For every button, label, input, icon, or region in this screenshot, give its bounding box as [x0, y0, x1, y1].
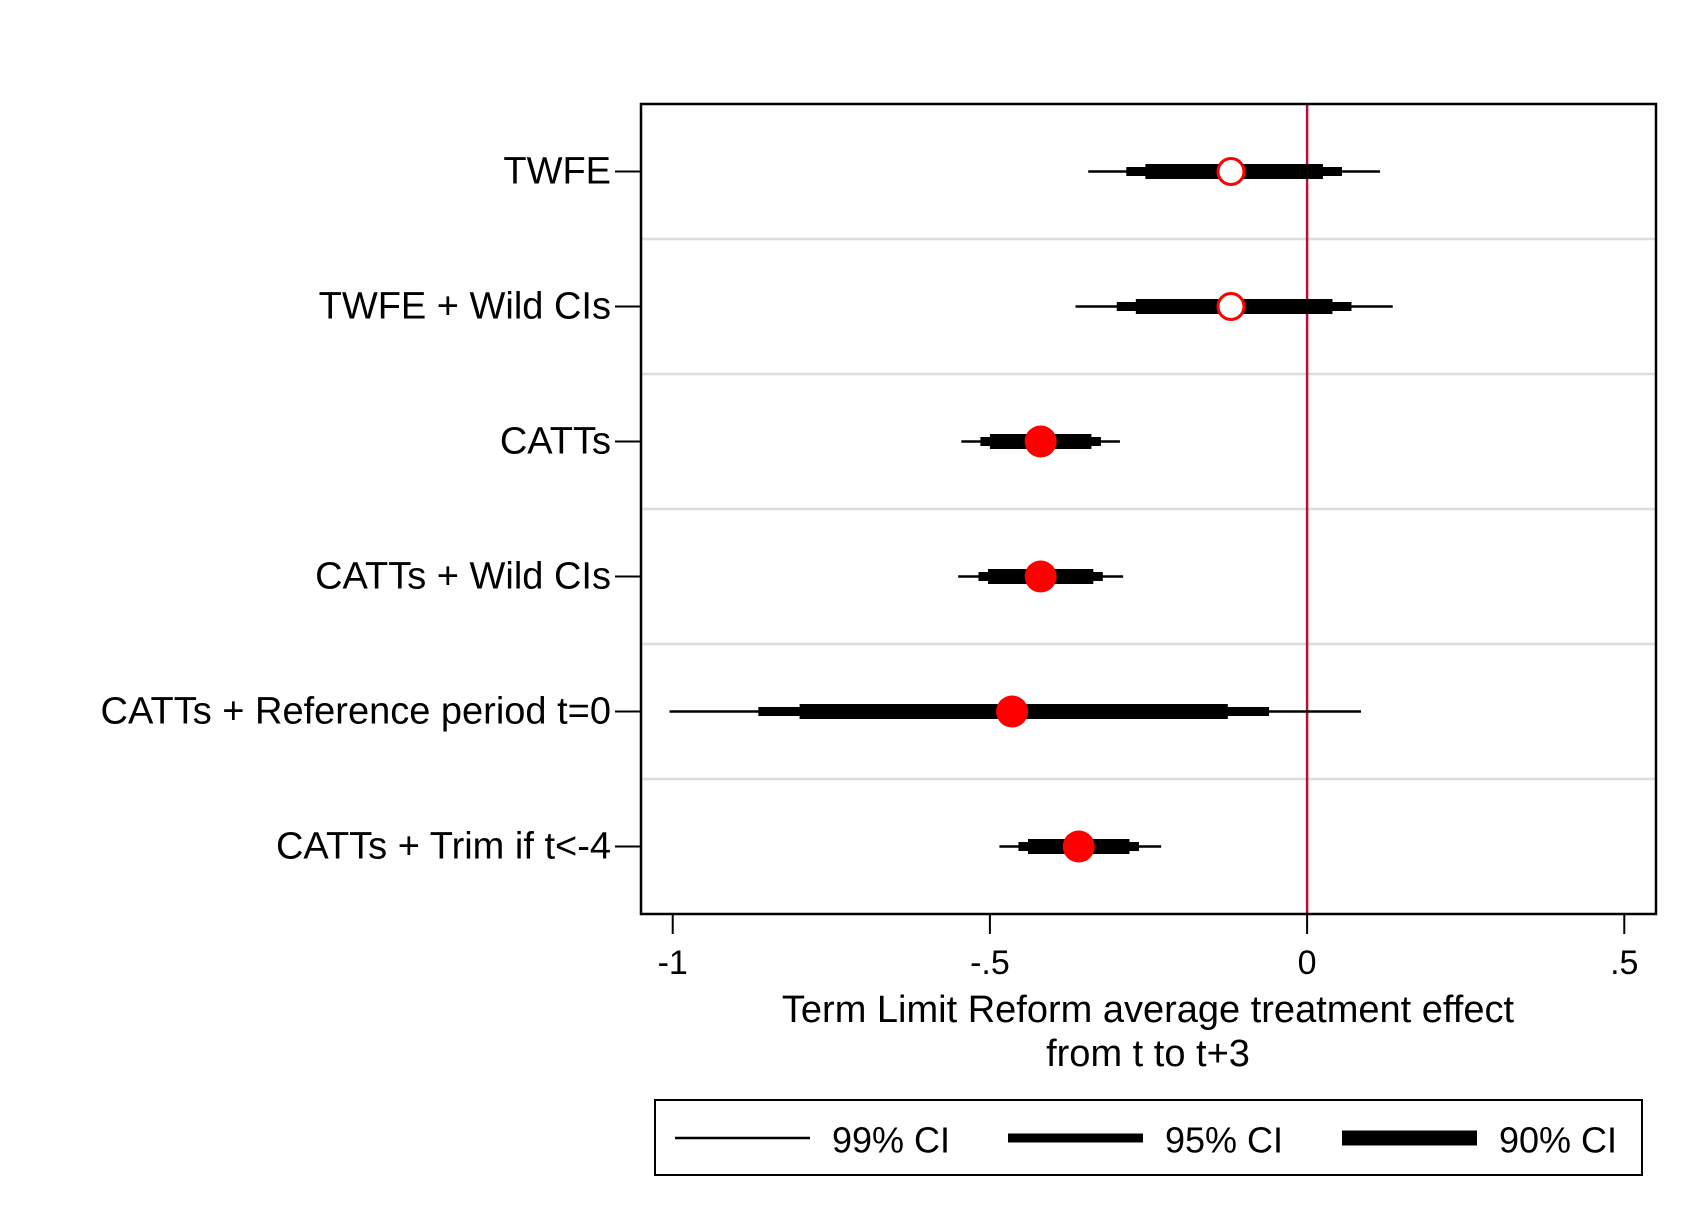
point-estimate-2: [1024, 425, 1057, 458]
plot-frame: [639, 102, 1658, 916]
legend-label-95: 95% CI: [1165, 1120, 1283, 1161]
y-tick-label-5: CATTs + Trim if t<-4: [276, 826, 611, 868]
legend-label-99: 99% CI: [832, 1120, 950, 1161]
point-estimate-3: [1024, 560, 1057, 593]
y-tick-label-1: TWFE + Wild CIs: [319, 286, 611, 328]
y-tick-label-2: CATTs: [500, 421, 611, 463]
x-tick-label-0: -1: [658, 944, 688, 982]
grid-lines: [641, 237, 1656, 781]
point-estimate-1: [1216, 292, 1246, 321]
y-tick-label-0: TWFE: [503, 151, 611, 193]
y-axis: TWFE TWFE + Wild CIs CATTs CATTs + Wild CIs…: [101, 151, 641, 868]
point-estimates: [996, 157, 1246, 863]
legend-box: [654, 1099, 1643, 1176]
x-axis-label-line-1: Term Limit Reform average treatment effe…: [782, 989, 1515, 1031]
point-estimate-0: [1216, 157, 1246, 186]
x-tick-label-2: 0: [1298, 944, 1317, 982]
x-axis: -1 -.5 0 .5: [658, 914, 1638, 982]
point-estimate-5: [1062, 830, 1095, 863]
x-axis-label-line-2: from t to t+3: [1046, 1033, 1250, 1075]
legend-label-90: 90% CI: [1499, 1120, 1617, 1161]
legend: 99% CI 95% CI 90% CI: [654, 1099, 1643, 1176]
x-tick-label-3: .5: [1610, 944, 1638, 982]
x-tick-label-1: -.5: [970, 944, 1010, 982]
point-estimate-4: [996, 695, 1029, 728]
y-tick-label-4: CATTs + Reference period t=0: [101, 691, 611, 733]
y-tick-label-3: CATTs + Wild CIs: [315, 556, 611, 598]
